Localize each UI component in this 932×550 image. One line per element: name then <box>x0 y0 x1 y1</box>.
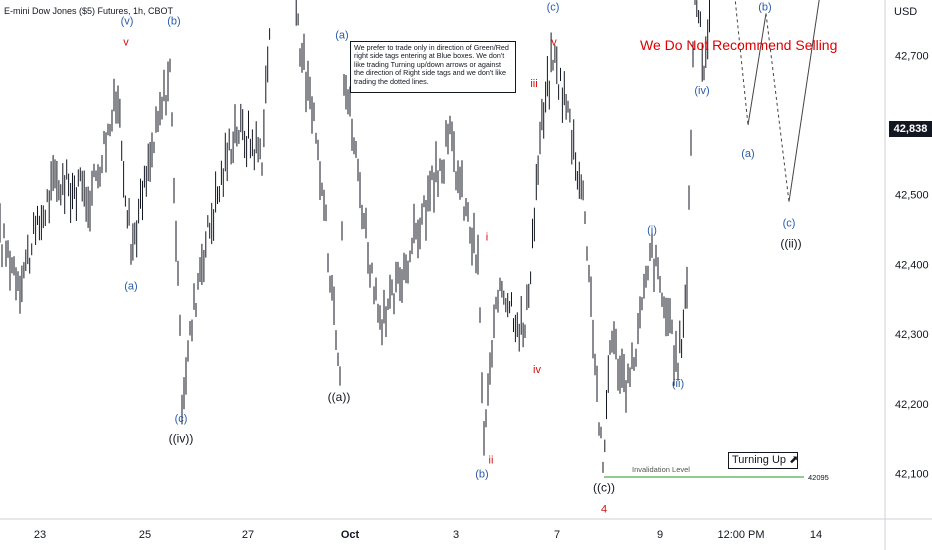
headline-text: We Do Not Recommend Selling <box>640 37 838 53</box>
x-tick-label: 7 <box>554 529 560 541</box>
x-tick-label: 14 <box>810 529 822 541</box>
projection-dotted-segment <box>734 0 749 126</box>
y-tick-label: 42,200 <box>895 399 929 411</box>
projection-segment <box>747 13 767 126</box>
wave-label: (c) <box>783 218 796 230</box>
wave-label: iv <box>533 364 541 376</box>
y-tick-label: 42,700 <box>895 50 929 62</box>
y-axis: 42,10042,20042,30042,40042,50042,60042,7… <box>895 50 929 481</box>
x-axis: 23 25 27 Oct 3 7 9 12:00 PM 14 <box>34 529 822 541</box>
y-tick-label: 42,400 <box>895 259 929 271</box>
wave-label: ii <box>489 455 494 467</box>
wave-label: 4 <box>601 503 607 515</box>
wave-label: ((ii)) <box>780 237 801 251</box>
wave-label: (a) <box>124 280 137 292</box>
wave-labels: 3((v))(v)v(a)(b)(c)((iv))(a)((a))i(b)iii… <box>121 2 802 516</box>
wave-label: (i) <box>647 225 657 237</box>
wave-label: ((a)) <box>328 390 351 404</box>
wave-label: (c) <box>175 413 188 425</box>
x-tick-label: Oct <box>341 529 360 541</box>
current-price-badge: 42,838 <box>889 121 932 137</box>
wave-label: (b) <box>758 2 771 14</box>
wave-label: (a) <box>741 148 754 160</box>
wave-label: v <box>123 36 129 48</box>
x-tick-label: 25 <box>139 529 151 541</box>
wave-label: ((c)) <box>593 481 615 495</box>
projection-dotted-segment <box>765 13 790 202</box>
x-tick-label: 3 <box>453 529 459 541</box>
x-tick-label: 23 <box>34 529 46 541</box>
x-tick-label: 9 <box>657 529 663 541</box>
price-bars <box>0 0 710 473</box>
wave-label: (ii) <box>672 378 684 390</box>
turning-up-box: Turning Up ⬈ <box>728 452 798 469</box>
wave-label: (a) <box>335 29 348 41</box>
wave-label: iii <box>530 78 537 90</box>
wave-label: (iv) <box>694 85 709 97</box>
currency-label[interactable]: USD <box>894 6 918 18</box>
projection-segment <box>788 0 820 202</box>
invalidation-price: 42095 <box>808 473 829 482</box>
projection-path <box>734 0 820 202</box>
x-tick-label: 12:00 PM <box>717 529 764 541</box>
wave-label: v <box>551 36 557 48</box>
wave-label: (b) <box>475 469 488 481</box>
y-tick-label: 42,300 <box>895 329 929 341</box>
x-tick-label: 27 <box>242 529 254 541</box>
invalidation-label: Invalidation Level <box>632 465 690 474</box>
wave-label: i <box>486 232 488 244</box>
trading-note: We prefer to trade only in direction of … <box>350 41 516 93</box>
y-tick-label: 42,500 <box>895 190 929 202</box>
wave-label: ((iv)) <box>169 432 194 446</box>
wave-label: (v) <box>121 16 134 28</box>
wave-label: (c) <box>547 2 560 14</box>
y-tick-label: 42,100 <box>895 469 929 481</box>
symbol-title: E-mini Dow Jones ($5) Futures, 1h, CBOT <box>4 6 174 16</box>
wave-label: (b) <box>167 16 180 28</box>
